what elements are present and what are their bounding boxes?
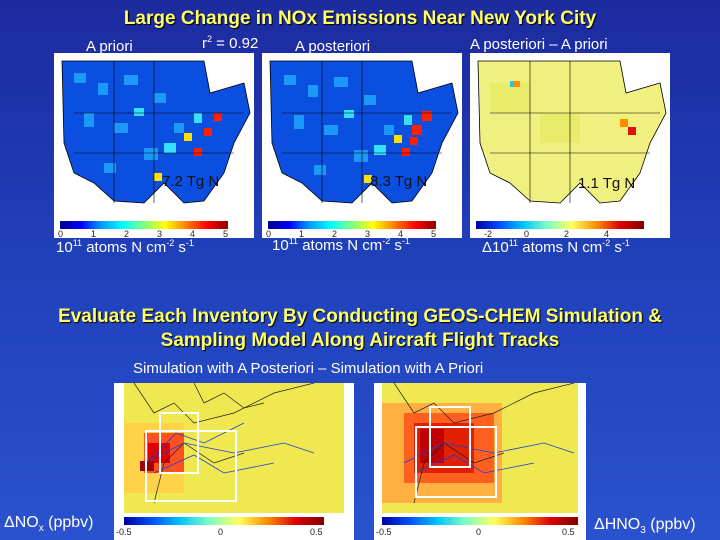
units-a-posteriori: 1011 atoms N cm-2 s-1 [272,236,410,254]
emission-map-a-priori [61,60,251,204]
colorbar-difference [476,221,644,229]
tick-a-posteriori-0: 0 [266,229,272,239]
tick-a-posteriori-5: 5 [431,229,437,239]
units-a-priori: 1011 atoms N cm-2 s-1 [56,238,194,256]
emission-map-difference [477,60,667,204]
hno3-label: ΔHNO3 (ppbv) [594,516,696,537]
evaluate-line-1: Evaluate Each Inventory By Conducting GE… [58,306,662,327]
map-panel-difference: 1.1 Tg N -2 0 2 4 [470,53,670,239]
nox-colorbar [124,517,324,525]
label-difference: A posteriori – A priori [470,36,608,53]
nox-label: ΔNOx (ppbv) [4,514,94,535]
slide-title: Large Change in NOx Emissions Near New Y… [123,8,597,29]
evaluate-line-2: Sampling Model Along Aircraft Flight Tra… [160,330,560,351]
tick-a-priori-5: 5 [223,229,229,239]
tick-difference-3: 4 [604,229,610,239]
tick-difference-2: 2 [564,229,570,239]
colorbar-a-priori [60,221,228,229]
hno3-tick-0: -0.5 [376,527,392,537]
nox-tick-2: 0.5 [310,527,323,537]
nox-map-panel: -0.5 0 0.5 [114,382,354,540]
hno3-map-panel: -0.5 0 0.5 [374,382,586,540]
map-panel-a-posteriori: 8.3 Tg N 0 1 2 3 4 5 [262,53,462,239]
simulation-caption: Simulation with A Posteriori – Simulatio… [133,360,484,377]
tick-a-posteriori-2: 2 [332,229,338,239]
label-a-posteriori: A posteriori [295,38,371,55]
units-difference: Δ1011 atoms N cm-2 s-1 [482,238,630,256]
tick-a-posteriori-1: 1 [299,229,305,239]
hno3-colorbar [382,517,578,525]
tick-a-posteriori-4: 4 [398,229,404,239]
hno3-tick-2: 0.5 [562,527,575,537]
colorbar-a-posteriori [268,221,436,229]
hno3-difference-map [382,382,578,513]
tick-a-priori-4: 4 [190,229,196,239]
tick-a-priori-2: 2 [124,229,130,239]
tick-a-posteriori-3: 3 [365,229,371,239]
label-a-priori: A priori [86,38,133,55]
nox-tick-0: -0.5 [116,527,132,537]
total-a-priori: 7.2 Tg N [162,173,220,190]
nox-difference-map [124,382,344,513]
nox-tick-1: 0 [218,527,224,537]
emission-map-a-posteriori [269,60,459,204]
map-panel-a-priori: 7.2 Tg N 0 1 2 3 4 5 [54,53,254,239]
tick-a-priori-3: 3 [157,229,163,239]
tick-a-priori-0: 0 [58,229,64,239]
tick-a-priori-1: 1 [91,229,97,239]
total-a-posteriori: 8.3 Tg N [370,173,428,190]
label-r2: r2 = 0.92 [202,34,259,52]
tick-difference-1: 0 [524,229,530,239]
total-difference: 1.1 Tg N [578,175,636,192]
tick-difference-0: -2 [484,229,493,239]
hno3-tick-1: 0 [476,527,482,537]
